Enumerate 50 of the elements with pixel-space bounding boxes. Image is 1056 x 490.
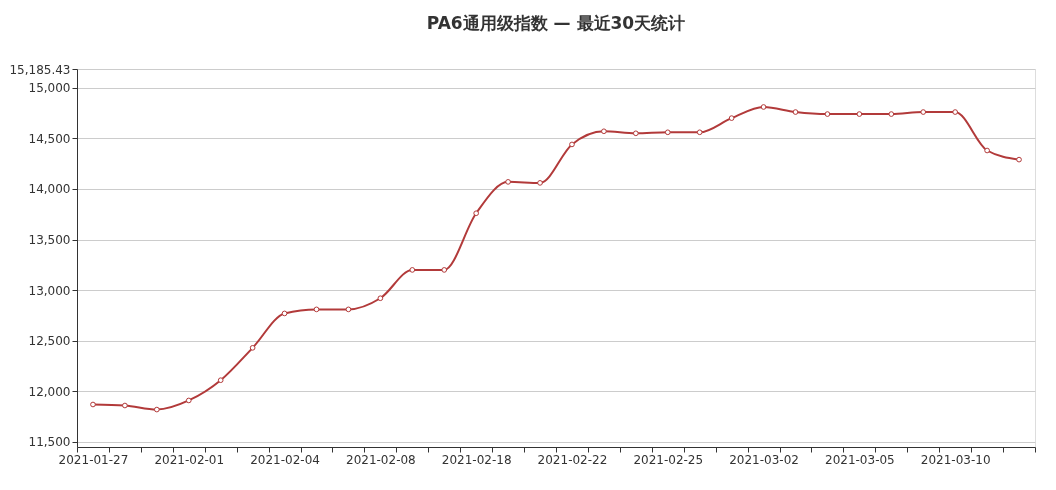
x-tick-label: 2021-02-22 (537, 452, 608, 467)
point (281, 310, 288, 317)
point (409, 267, 416, 273)
x-tick-label: 2021-03-05 (824, 452, 895, 467)
x-tick-label: 2021-02-25 (633, 452, 704, 467)
y-tick-label: 15,000 (28, 81, 71, 96)
point (313, 306, 320, 313)
point (696, 129, 703, 136)
point (217, 377, 224, 384)
point (537, 180, 543, 186)
point (569, 141, 575, 148)
y-tick-label: 11,500 (28, 435, 71, 450)
point (122, 402, 128, 409)
x-tick-label: 2021-02-08 (345, 452, 416, 467)
point (377, 295, 384, 302)
x-tick-label: 2021-01-27 (58, 452, 129, 467)
point (984, 147, 990, 154)
chart-title: PA6通用级指数 — 最近30天统计 (426, 13, 686, 33)
point (90, 401, 96, 408)
point (920, 109, 927, 115)
point (760, 104, 767, 110)
point (473, 210, 480, 217)
point (824, 111, 831, 117)
y-tick-label: 14,000 (28, 182, 71, 197)
y-tick-label: 13,500 (28, 233, 71, 248)
y-tick-label: 12,500 (28, 334, 71, 349)
point (185, 397, 192, 404)
point (601, 128, 607, 135)
y-tick-label: 15,185.43 (9, 62, 71, 77)
y-tick-label: 12,000 (28, 384, 71, 399)
y-tick-label: 14,500 (28, 131, 71, 146)
point (728, 115, 735, 121)
x-tick-label: 2021-02-01 (154, 452, 225, 467)
x-tick-label: 2021-02-04 (250, 452, 320, 467)
point (505, 179, 511, 185)
point (345, 306, 352, 313)
point (441, 267, 448, 273)
point (952, 109, 959, 115)
point (632, 130, 639, 137)
point (249, 344, 256, 351)
point (792, 109, 799, 115)
x-tick-label: 2021-02-18 (441, 452, 512, 467)
point (1016, 156, 1022, 163)
y-tick-label: 13,000 (28, 283, 71, 298)
x-tick-label: 2021-03-10 (920, 452, 991, 467)
point (664, 129, 671, 136)
point (153, 406, 160, 413)
point (888, 111, 895, 117)
x-tick-label: 2021-03-02 (729, 452, 799, 467)
point (856, 111, 863, 117)
